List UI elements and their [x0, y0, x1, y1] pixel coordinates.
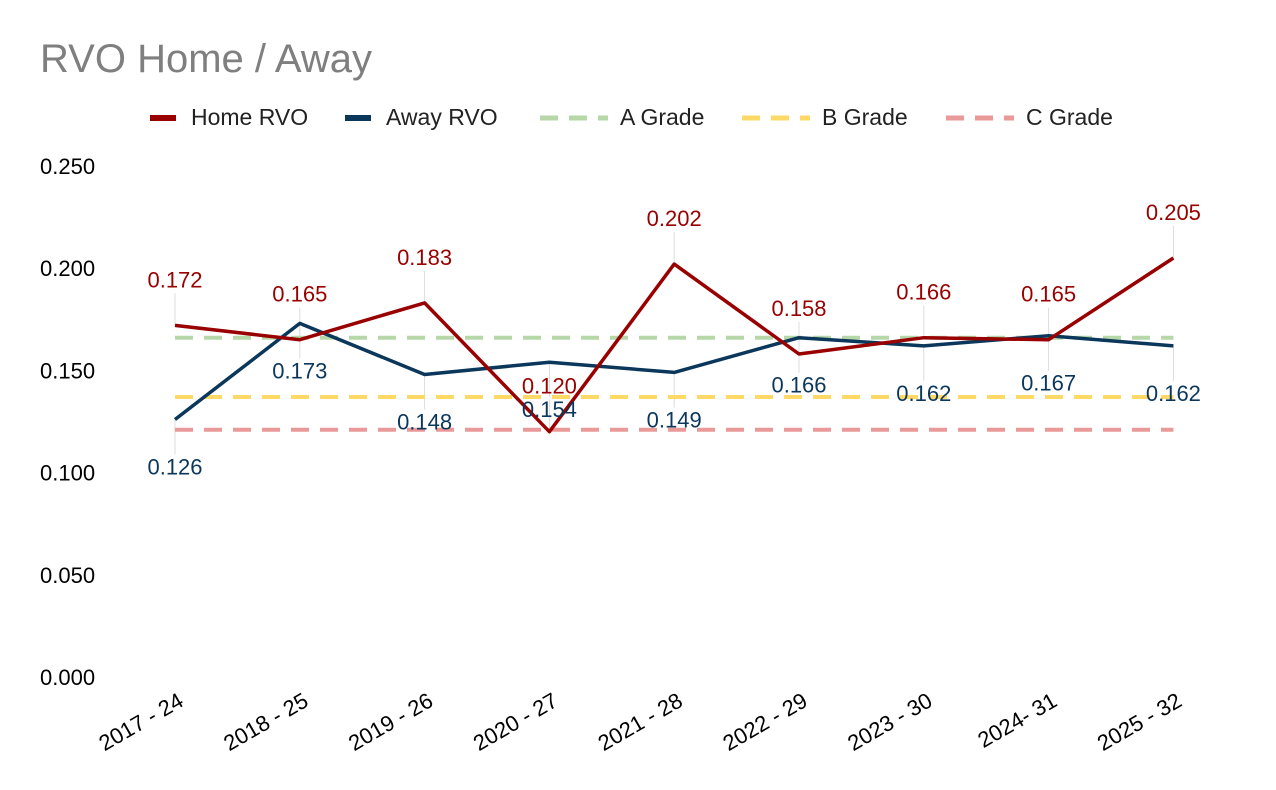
- y-tick-label: 0.200: [40, 256, 95, 281]
- data-label-away-rvo: 0.154: [522, 397, 577, 422]
- data-label-away-rvo: 0.126: [147, 454, 202, 479]
- data-label-away-rvo: 0.167: [1021, 371, 1076, 396]
- legend-label-b-grade: B Grade: [822, 104, 908, 130]
- x-tick-label: 2025 - 32: [1093, 688, 1186, 756]
- y-tick-label: 0.050: [40, 563, 95, 588]
- x-tick-label: 2018 - 25: [219, 688, 312, 756]
- data-label-away-rvo: 0.149: [647, 407, 702, 432]
- x-tick-label: 2024- 31: [973, 688, 1061, 753]
- x-axis: 2017 - 24 2018 - 25 2019 - 26 2020 - 27 2021…: [94, 688, 1185, 756]
- series-lines: [173, 256, 1175, 434]
- x-tick-label: 2019 - 26: [344, 688, 437, 756]
- label-leader-lines: [174, 225, 1174, 455]
- data-label-home-rvo: 0.166: [896, 280, 951, 305]
- data-label-home-rvo: 0.172: [147, 267, 202, 292]
- x-tick-label: 2017 - 24: [94, 688, 187, 756]
- data-label-away-rvo: 0.148: [397, 409, 452, 434]
- legend-label-away-rvo: Away RVO: [386, 104, 498, 130]
- data-label-away-rvo: 0.173: [272, 358, 327, 383]
- legend-label-home-rvo: Home RVO: [191, 104, 308, 130]
- x-tick-label: 2023 - 30: [843, 688, 936, 756]
- data-label-home-rvo: 0.202: [647, 206, 702, 231]
- data-label-home-rvo: 0.183: [397, 245, 452, 270]
- data-label-home-rvo: 0.158: [771, 296, 826, 321]
- y-tick-label: 0.250: [40, 154, 95, 179]
- legend-label-c-grade: C Grade: [1026, 104, 1113, 130]
- data-label-away-rvo: 0.166: [771, 373, 826, 398]
- data-label-home-rvo: 0.165: [272, 282, 327, 307]
- x-tick-label: 2022 - 29: [718, 688, 811, 756]
- y-tick-label: 0.150: [40, 358, 95, 383]
- x-tick-label: 2020 - 27: [469, 688, 562, 756]
- data-label-away-rvo: 0.162: [896, 381, 951, 406]
- data-label-home-rvo: 0.165: [1021, 282, 1076, 307]
- data-label-home-rvo: 0.205: [1146, 200, 1201, 225]
- data-label-away-rvo: 0.162: [1146, 381, 1201, 406]
- y-tick-label: 0.000: [40, 665, 95, 690]
- y-tick-label: 0.100: [40, 461, 95, 486]
- y-axis: 0.000 0.050 0.100 0.150 0.200 0.250: [40, 154, 95, 690]
- data-label-home-rvo: 0.120: [522, 374, 577, 399]
- data-labels: 0.172 0.165 0.183 0.120 0.202 0.158 0.166 0.165…: [147, 200, 1200, 479]
- legend: Home RVO Away RVO A Grade B Grade C Grade: [150, 104, 1113, 130]
- series-line-home-rvo: [174, 256, 1175, 434]
- chart-title: RVO Home / Away: [40, 37, 372, 81]
- legend-label-a-grade: A Grade: [620, 104, 704, 130]
- x-tick-label: 2021 - 28: [594, 688, 687, 756]
